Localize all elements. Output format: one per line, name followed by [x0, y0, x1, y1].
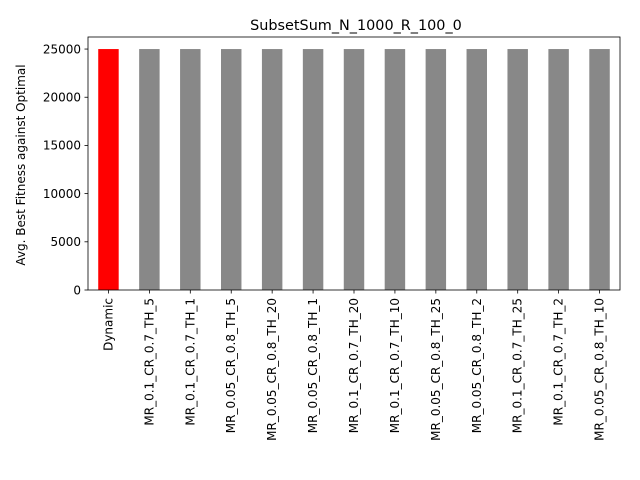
x-tick-label-9: MR_0.05_CR_0.8_TH_2 — [470, 298, 484, 433]
y-tick-label-4: 20000 — [43, 91, 81, 105]
bar-3 — [221, 49, 242, 290]
x-axis-ticks: Dynamic MR_0.1_CR_0.7_TH_5 MR_0.1_CR_0.7_T… — [101, 290, 607, 441]
x-tick-label-3: MR_0.05_CR_0.8_TH_5 — [224, 298, 238, 433]
x-tick-label-11: MR_0.1_CR_0.7_TH_2 — [552, 298, 566, 426]
bar-10 — [507, 49, 528, 290]
bar-9 — [466, 49, 487, 290]
bar-2 — [180, 49, 201, 290]
bars-group — [98, 49, 610, 290]
y-axis-label: Avg. Best Fitness against Optimal — [14, 64, 28, 265]
bar-12 — [589, 49, 610, 290]
x-tick-label-10: MR_0.1_CR_0.7_TH_25 — [511, 298, 525, 433]
x-tick-label-12: MR_0.05_CR_0.8_TH_10 — [593, 298, 607, 441]
y-axis-label-group: Avg. Best Fitness against Optimal — [14, 64, 28, 265]
x-tick-label-0: Dynamic — [101, 298, 115, 351]
bar-6 — [343, 49, 365, 290]
chart-title: SubsetSum_N_1000_R_100_0 — [250, 18, 462, 34]
x-tick-label-4: MR_0.05_CR_0.8_TH_20 — [265, 298, 279, 441]
bar-0 — [98, 49, 119, 290]
bar-8 — [425, 49, 447, 290]
bar-11 — [548, 49, 569, 290]
y-tick-label-5: 25000 — [43, 42, 81, 56]
x-tick-label-8: MR_0.05_CR_0.8_TH_25 — [429, 298, 443, 441]
y-axis-ticks: 0 5000 10000 15000 20000 25000 — [43, 42, 88, 297]
bar-7 — [384, 49, 406, 290]
axes-spines — [87, 36, 621, 291]
x-tick-label-7: MR_0.1_CR_0.7_TH_10 — [388, 298, 402, 433]
x-tick-label-5: MR_0.05_CR_0.8_TH_1 — [306, 298, 320, 433]
x-tick-label-2: MR_0.1_CR_0.7_TH_1 — [183, 298, 197, 426]
x-tick-label-6: MR_0.1_CR_0.7_TH_20 — [347, 298, 361, 433]
y-tick-label-2: 10000 — [43, 187, 81, 201]
y-tick-label-0: 0 — [73, 283, 81, 297]
y-tick-label-3: 15000 — [43, 139, 81, 153]
x-tick-label-1: MR_0.1_CR_0.7_TH_5 — [142, 298, 156, 426]
bar-4 — [261, 49, 283, 290]
bar-1 — [139, 49, 160, 290]
y-tick-label-1: 5000 — [50, 235, 81, 249]
plot-frame — [87, 36, 621, 291]
bar-5 — [302, 49, 324, 290]
